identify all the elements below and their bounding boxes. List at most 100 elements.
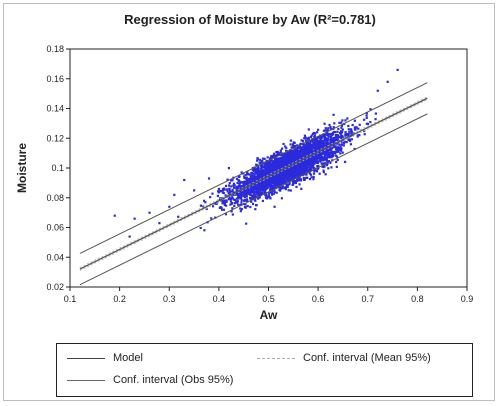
scatter-point — [256, 164, 259, 167]
scatter-point — [308, 145, 311, 148]
scatter-point — [278, 163, 281, 166]
y-tick-label: 0.12 — [46, 133, 64, 143]
scatter-point — [363, 118, 366, 121]
scatter-point — [243, 191, 246, 194]
scatter-point — [312, 137, 315, 141]
scatter-point — [263, 178, 266, 181]
scatter-point — [256, 157, 259, 160]
scatter-point — [224, 213, 228, 216]
scatter-point — [309, 135, 313, 139]
scatter-point — [253, 192, 256, 195]
scatter-point — [255, 193, 259, 196]
scatter-point — [246, 204, 249, 208]
scatter-point — [396, 68, 399, 72]
scatter-point — [325, 151, 328, 154]
scatter-point — [265, 165, 268, 169]
scatter-point — [276, 183, 279, 186]
scatter-point — [291, 150, 295, 153]
scatter-point — [235, 177, 239, 181]
chart-title: Regression of Moisture by Aw (R²=0.781) — [124, 12, 376, 27]
scatter-point — [248, 190, 252, 193]
scatter-point — [323, 158, 326, 161]
scatter-point — [328, 135, 331, 138]
scatter-point — [221, 189, 225, 192]
scatter-point — [303, 161, 306, 164]
scatter-point — [340, 149, 343, 152]
scatter-point — [256, 158, 259, 161]
scatter-point — [256, 159, 259, 162]
scatter-point — [276, 157, 279, 160]
scatter-point — [365, 112, 368, 115]
scatter-point — [274, 170, 277, 173]
scatter-point — [357, 127, 360, 130]
scatter-point — [113, 214, 116, 217]
scatter-point — [274, 184, 278, 187]
scatter-point — [245, 195, 248, 198]
scatter-point — [297, 178, 300, 181]
scatter-point — [262, 189, 265, 192]
scatter-point — [292, 182, 295, 186]
scatter-point — [335, 146, 338, 149]
scatter-point — [281, 158, 284, 161]
scatter-point — [255, 184, 258, 187]
scatter-point — [250, 176, 253, 180]
scatter-point — [271, 193, 274, 196]
scatter-point — [353, 147, 356, 151]
y-axis-label: Moisture — [15, 143, 29, 193]
scatter-point — [324, 153, 327, 156]
scatter-point — [264, 167, 267, 170]
scatter-point — [322, 129, 325, 132]
scatter-point — [345, 140, 348, 144]
scatter-point — [271, 154, 274, 157]
scatter-point — [249, 205, 252, 209]
scatter-point — [148, 211, 151, 214]
scatter-point — [277, 158, 280, 161]
scatter-point — [292, 149, 296, 152]
scatter-point — [225, 200, 228, 203]
scatter-point — [254, 204, 258, 207]
scatter-point — [279, 149, 282, 152]
scatter-point — [312, 172, 316, 175]
scatter-point — [221, 191, 224, 194]
scatter-point — [313, 139, 317, 142]
scatter-point — [279, 174, 282, 177]
scatter-point — [289, 143, 292, 146]
scatter-point — [327, 147, 331, 151]
scatter-point — [274, 161, 278, 164]
plot-area — [69, 48, 468, 288]
scatter-point — [249, 188, 252, 192]
scatter-point — [344, 160, 347, 163]
scatter-point — [223, 188, 226, 191]
scatter-point — [292, 152, 295, 155]
scatter-point — [311, 143, 314, 147]
scatter-point — [295, 148, 298, 152]
scatter-point — [316, 145, 319, 148]
scatter-point — [243, 205, 246, 209]
scatter-point — [269, 182, 273, 185]
scatter-point — [275, 150, 278, 154]
scatter-point — [295, 164, 299, 168]
scatter-point — [310, 134, 313, 137]
scatter-point — [299, 166, 302, 170]
scatter-point — [252, 179, 255, 182]
scatter-point — [230, 179, 233, 182]
scatter-point — [291, 143, 295, 146]
scatter-point — [273, 152, 276, 155]
scatter-point — [280, 163, 283, 166]
scatter-point — [322, 159, 325, 162]
scatter-point — [298, 165, 301, 168]
scatter-point — [260, 170, 263, 173]
x-tick-label: 0.3 — [163, 294, 176, 304]
scatter-point — [243, 188, 247, 191]
scatter-point — [270, 180, 274, 184]
y-tick-label: 0.14 — [46, 104, 64, 114]
scatter-point — [266, 172, 269, 175]
scatter-point — [317, 142, 320, 145]
scatter-point — [235, 185, 239, 188]
scatter-point — [268, 196, 271, 199]
scatter-point — [263, 171, 267, 174]
scatter-point — [287, 152, 290, 155]
scatter-point — [284, 188, 287, 191]
scatter-point — [351, 123, 354, 127]
scatter-point — [306, 169, 309, 172]
